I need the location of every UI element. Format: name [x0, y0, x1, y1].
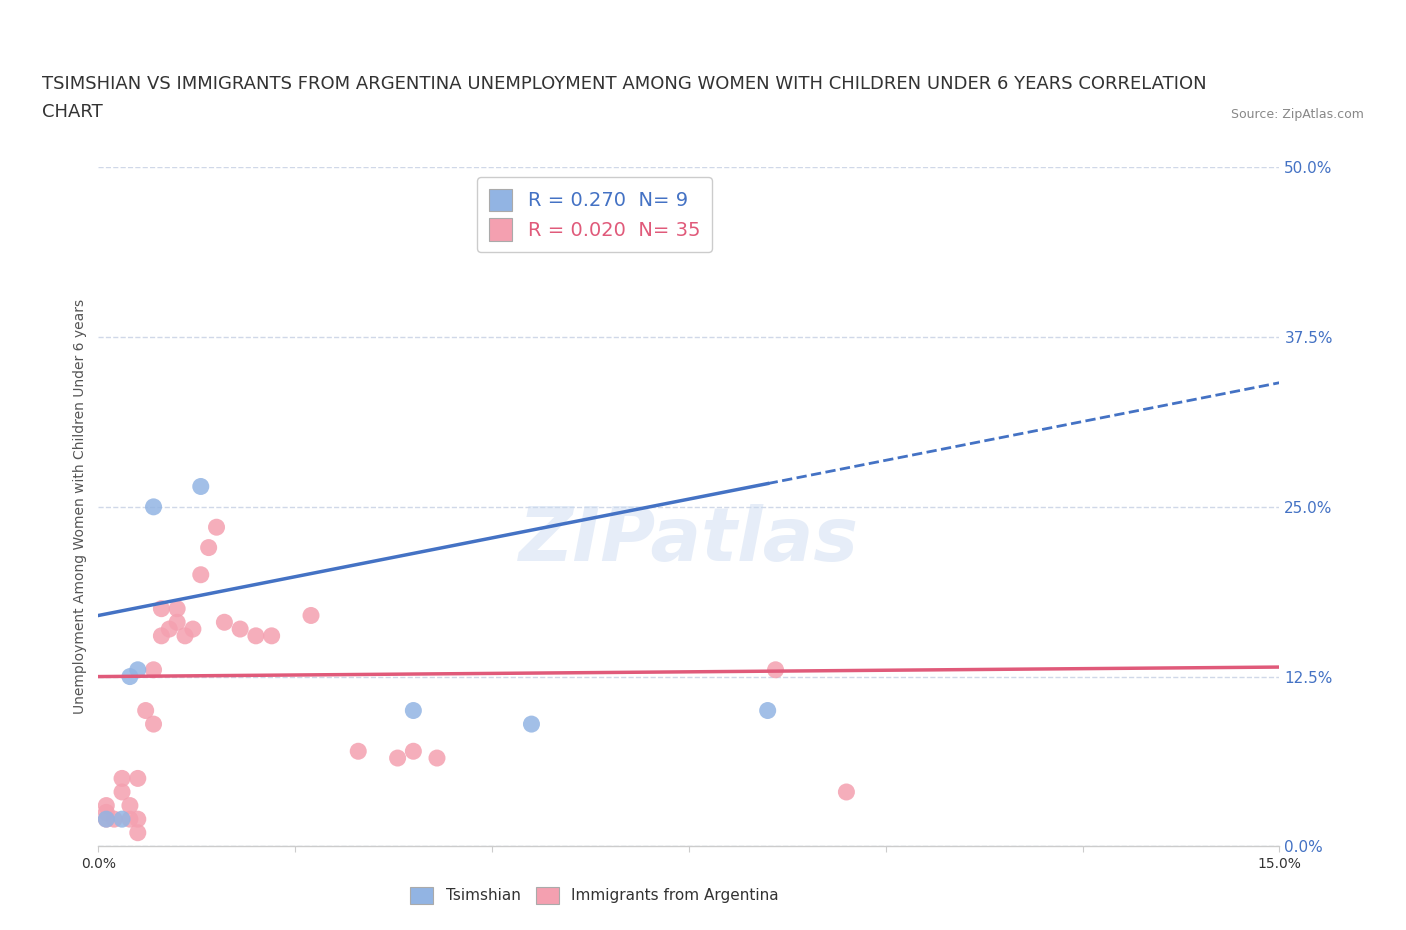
Point [150, 629, 173, 644]
Point [190, 567, 212, 582]
Point [142, 717, 165, 732]
Point [111, 785, 134, 800]
Point [299, 608, 322, 623]
Point [142, 499, 165, 514]
Point [190, 479, 212, 494]
Point [118, 812, 141, 827]
Point [402, 703, 425, 718]
Point [260, 629, 283, 644]
Point [426, 751, 449, 765]
Point [103, 812, 125, 827]
Text: TSIMSHIAN VS IMMIGRANTS FROM ARGENTINA UNEMPLOYMENT AMONG WOMEN WITH CHILDREN UN: TSIMSHIAN VS IMMIGRANTS FROM ARGENTINA U… [42, 75, 1206, 93]
Point [387, 751, 409, 765]
Point [174, 629, 197, 644]
Point [402, 744, 425, 759]
Point [347, 744, 370, 759]
Point [135, 703, 157, 718]
Point [166, 602, 188, 617]
Point [127, 771, 149, 786]
Point [118, 798, 141, 813]
Point [197, 540, 219, 555]
Point [765, 662, 787, 677]
Point [205, 520, 228, 535]
Point [166, 615, 188, 630]
Y-axis label: Unemployment Among Women with Children Under 6 years: Unemployment Among Women with Children U… [73, 299, 87, 714]
Point [111, 812, 134, 827]
Point [756, 703, 779, 718]
Point [157, 621, 180, 636]
Point [150, 602, 173, 617]
Text: Source: ZipAtlas.com: Source: ZipAtlas.com [1230, 108, 1364, 121]
Point [127, 812, 149, 827]
Point [118, 670, 141, 684]
Text: ZIPatlas: ZIPatlas [519, 504, 859, 578]
Point [96, 805, 118, 820]
Point [181, 621, 204, 636]
Point [520, 717, 543, 732]
Point [229, 621, 252, 636]
Point [96, 798, 118, 813]
Point [835, 785, 858, 800]
Text: CHART: CHART [42, 103, 103, 121]
Point [245, 629, 267, 644]
Legend: Tsimshian, Immigrants from Argentina: Tsimshian, Immigrants from Argentina [401, 877, 787, 913]
Point [111, 771, 134, 786]
Point [127, 662, 149, 677]
Point [142, 662, 165, 677]
Point [96, 812, 118, 827]
Point [214, 615, 236, 630]
Point [127, 825, 149, 840]
Point [96, 812, 118, 827]
